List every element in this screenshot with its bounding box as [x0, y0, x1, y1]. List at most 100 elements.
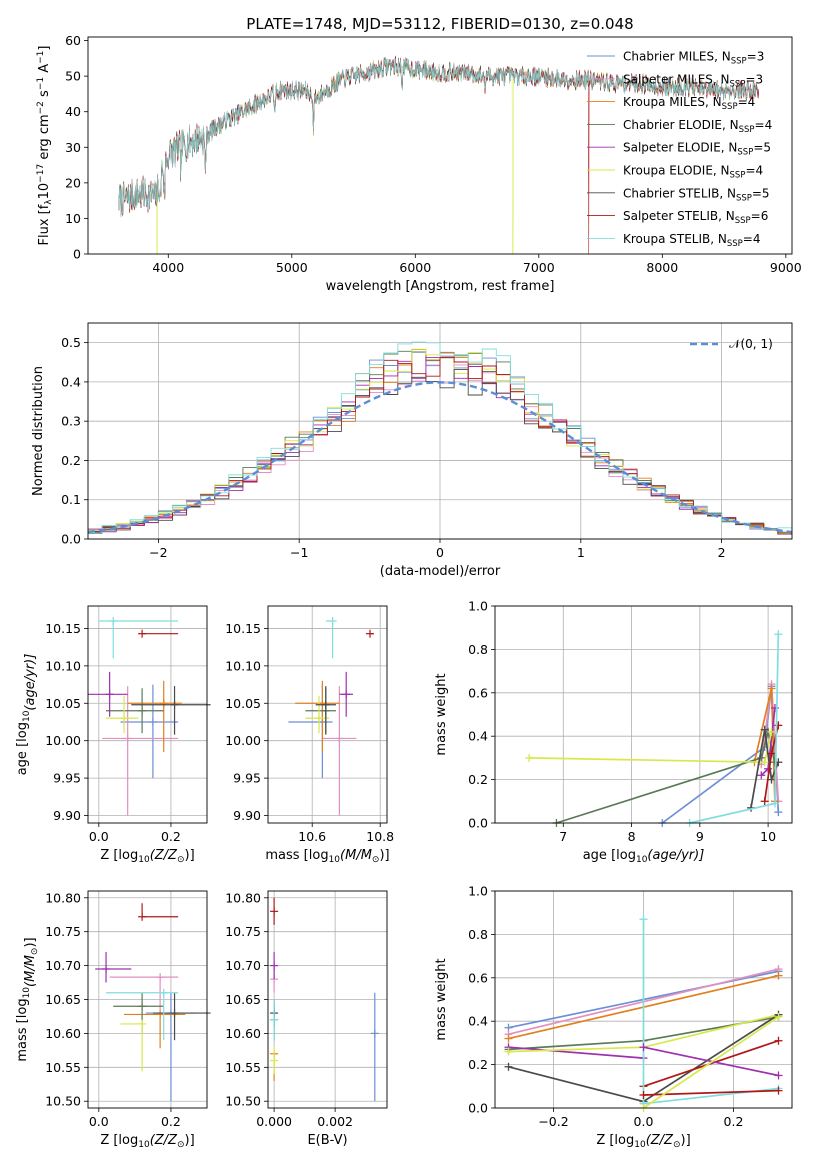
spectrum-series [118, 57, 757, 218]
y-tick-label: 0.2 [468, 772, 488, 787]
figure-title: PLATE=1748, MJD=53112, FIBERID=0130, z=0… [246, 15, 633, 33]
y-tick-label: 10.65 [45, 992, 81, 1007]
y-tick-label: 10.10 [45, 658, 81, 673]
y-tick-label: 40 [65, 104, 81, 119]
normal-reference-curve [88, 381, 792, 534]
y-tick-label: 10.80 [225, 890, 261, 905]
x-tick-label: 0.0 [89, 829, 109, 844]
y-tick-label: 0.4 [61, 374, 81, 389]
y-tick-label: 0.8 [468, 642, 488, 657]
mass-vs-Z-ylabel: mass [log10(M/M⊙)] [15, 937, 40, 1061]
y-tick-label: 10.00 [225, 733, 261, 748]
y-tick-label: 0.1 [61, 492, 81, 507]
y-tick-label: 10.50 [225, 1094, 261, 1109]
mass-weight-vs-age-ylabel: mass weight [434, 673, 449, 755]
y-tick-label: 1.0 [468, 599, 488, 614]
y-tick-label: 10.15 [225, 621, 261, 636]
x-tick-label: 9 [696, 829, 704, 844]
age-vs-Z-xlabel: Z [log10(Z/Z⊙)] [100, 848, 194, 865]
age-vs-mass-axes: 10.6 10.8 9.90 9.95 10.00 10.05 10.10 10.15 [225, 606, 394, 844]
x-tick-label: −2 [149, 545, 167, 560]
mass-vs-Z-xlabel: Z [log10(Z/Z⊙)] [100, 1133, 194, 1150]
mass-weight-vs-age-frame [494, 605, 793, 824]
x-tick-label: 0.000 [256, 1114, 292, 1129]
y-tick-label: 9.95 [233, 771, 261, 786]
spectrum-xlabel: wavelength [Angstrom, rest frame] [326, 279, 555, 294]
x-tick-label: 8000 [646, 260, 678, 275]
x-tick-label: 9000 [770, 260, 802, 275]
y-tick-label: 10.60 [225, 1026, 261, 1041]
mass-weight-vs-Z-ylabel: mass weight [434, 958, 449, 1040]
age-vs-Z-axes: 0.0 0.2 9.90 9.95 10.00 10.05 10.10 10.15 [45, 606, 207, 844]
y-tick-label: 0.4 [468, 1014, 488, 1029]
spectrum-lines [118, 55, 759, 254]
y-tick-label: 30 [65, 140, 81, 155]
age-vs-mass-points [288, 616, 374, 816]
y-tick-label: 10.60 [45, 1026, 81, 1041]
y-tick-label: 10.00 [45, 733, 81, 748]
x-tick-label: 0.2 [724, 1114, 744, 1129]
mass-weight-vs-age-xlabel: age [log10(age/yr)] [583, 848, 705, 865]
histogram-series [88, 341, 792, 535]
residual-histogram-ylabel: Normed distribution [31, 366, 46, 496]
y-tick-label: 10.55 [45, 1060, 81, 1075]
x-tick-label: 10.6 [298, 829, 326, 844]
age-vs-Z-points [88, 616, 211, 816]
legend-entry: Salpeter ELODIE, NSSP=5 [623, 141, 771, 158]
mass-vs-ebv-axes: 0.000 0.002 10.50 10.55 10.60 10.65 10.70 10.75… [225, 890, 387, 1129]
x-tick-label: 10 [760, 829, 776, 844]
x-tick-label: 7 [559, 829, 567, 844]
y-tick-label: 0.4 [468, 729, 488, 744]
mass-vs-Z-frame [87, 890, 208, 1109]
spectrum-axes: 4000 5000 6000 7000 8000 9000 0 10 20 30 40 50 60 [65, 33, 802, 275]
y-tick-label: 10.65 [225, 992, 261, 1007]
x-tick-label: 0 [436, 545, 444, 560]
x-tick-label: 10.8 [366, 829, 394, 844]
y-tick-label: 10.10 [225, 658, 261, 673]
y-tick-label: 10.75 [225, 924, 261, 939]
y-tick-label: 0.0 [468, 816, 488, 831]
legend-entry: Salpeter MILES, NSSP=3 [623, 72, 763, 89]
y-tick-label: 0.3 [61, 414, 81, 429]
y-tick-label: 1.0 [468, 884, 488, 899]
legend-entry: Kroupa MILES, NSSP=4 [623, 95, 755, 112]
legend-entry: Chabrier MILES, NSSP=3 [623, 50, 764, 67]
weight-line [556, 731, 776, 824]
mass-weight-vs-Z-series [504, 915, 783, 1112]
x-tick-label: 0.0 [89, 1114, 109, 1129]
mass-vs-Z-axes: 0.0 0.2 10.50 10.55 10.60 10.65 10.70 10.75 10.8… [45, 890, 207, 1129]
x-tick-label: −0.2 [538, 1114, 568, 1129]
mass-vs-ebv-frame [267, 890, 388, 1109]
spectrum-frame [87, 36, 793, 255]
y-tick-label: 10 [65, 211, 81, 226]
x-tick-label: 4000 [152, 260, 184, 275]
mass-weight-vs-age-series [525, 630, 783, 827]
y-tick-label: 0.0 [468, 1101, 488, 1116]
age-vs-mass-xlabel: mass [log10(M/M⊙)] [265, 848, 389, 865]
y-tick-label: 10.70 [45, 958, 81, 973]
spectrum-ylabel: Flux [fλ10−17 erg cm−2 s−1 A−1] [36, 46, 54, 246]
y-tick-label: 9.90 [233, 808, 261, 823]
y-tick-label: 10.05 [45, 696, 81, 711]
y-tick-label: 0.6 [468, 685, 488, 700]
y-tick-label: 50 [65, 69, 81, 84]
y-tick-label: 0.6 [468, 970, 488, 985]
mass-vs-ebv-xlabel: E(B-V) [307, 1133, 347, 1148]
histogram-frame [87, 322, 793, 540]
x-tick-label: 8 [628, 829, 636, 844]
x-tick-label: 1 [577, 545, 585, 560]
x-tick-label: −1 [290, 545, 308, 560]
legend-entry: Kroupa STELIB, NSSP=4 [623, 232, 761, 249]
y-tick-label: 10.50 [45, 1094, 81, 1109]
y-tick-label: 10.70 [225, 958, 261, 973]
mass-weight-vs-Z-xlabel: Z [log10(Z/Z⊙)] [596, 1133, 690, 1150]
weight-line [642, 919, 779, 1105]
x-tick-label: 0.2 [161, 829, 181, 844]
age-vs-Z-ylabel: age [log10(age/yr)] [15, 654, 38, 776]
y-tick-label: 0.2 [61, 453, 81, 468]
y-tick-label: 10.15 [45, 621, 81, 636]
legend-entry: 𝒩(0, 1) [729, 337, 773, 351]
x-tick-label: 0.002 [317, 1114, 353, 1129]
y-tick-label: 10.75 [45, 924, 81, 939]
